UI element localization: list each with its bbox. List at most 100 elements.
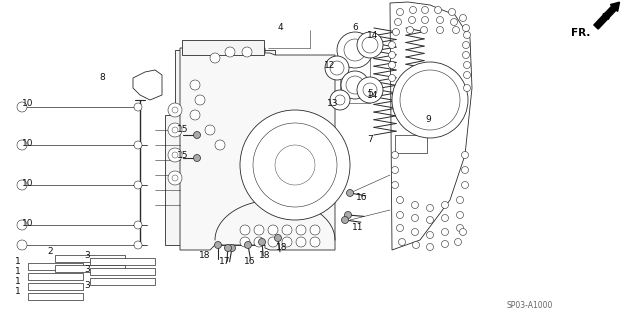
Circle shape (413, 241, 419, 249)
Circle shape (296, 237, 306, 247)
Circle shape (461, 167, 468, 174)
Circle shape (17, 180, 27, 190)
Circle shape (346, 76, 364, 94)
Circle shape (244, 241, 252, 249)
Circle shape (215, 140, 225, 150)
Text: 7: 7 (367, 136, 373, 145)
Circle shape (463, 71, 470, 78)
Circle shape (282, 225, 292, 235)
Circle shape (442, 214, 449, 221)
Circle shape (452, 26, 460, 33)
Text: 16: 16 (244, 257, 256, 266)
FancyArrow shape (594, 2, 620, 29)
Text: 10: 10 (22, 179, 34, 188)
Circle shape (242, 47, 252, 57)
Polygon shape (133, 70, 162, 100)
Circle shape (205, 125, 215, 135)
Circle shape (412, 228, 419, 235)
Circle shape (451, 19, 458, 26)
Circle shape (325, 56, 349, 80)
Circle shape (463, 51, 470, 58)
Bar (395, 135, 427, 153)
Circle shape (337, 32, 373, 68)
Circle shape (17, 102, 27, 112)
Circle shape (134, 241, 142, 249)
Circle shape (463, 25, 470, 32)
Circle shape (254, 237, 264, 247)
Circle shape (454, 239, 461, 246)
Circle shape (341, 71, 369, 99)
Text: 1: 1 (15, 257, 21, 266)
Circle shape (190, 110, 200, 120)
Circle shape (392, 182, 399, 189)
Circle shape (397, 9, 403, 16)
Circle shape (172, 127, 178, 133)
Bar (175, 50, 275, 115)
Circle shape (357, 32, 383, 58)
Circle shape (282, 237, 292, 247)
Text: 3: 3 (84, 280, 90, 290)
Circle shape (388, 75, 396, 81)
Text: 1: 1 (15, 268, 21, 277)
Circle shape (296, 225, 306, 235)
Bar (55, 255, 125, 262)
Bar (28, 293, 83, 300)
Circle shape (268, 225, 278, 235)
Circle shape (463, 62, 470, 69)
Circle shape (268, 237, 278, 247)
Text: 5: 5 (367, 88, 373, 98)
Circle shape (168, 123, 182, 137)
Circle shape (456, 197, 463, 204)
Circle shape (463, 85, 470, 92)
Circle shape (240, 237, 250, 247)
Circle shape (253, 123, 337, 207)
Circle shape (168, 148, 182, 162)
Text: 14: 14 (367, 31, 379, 40)
Circle shape (435, 6, 442, 13)
Circle shape (408, 17, 415, 24)
Bar (28, 283, 83, 290)
Bar (90, 278, 155, 285)
Text: 2: 2 (47, 248, 53, 256)
Circle shape (461, 152, 468, 159)
Text: 13: 13 (327, 99, 339, 108)
Circle shape (392, 152, 399, 159)
Circle shape (397, 211, 403, 219)
Circle shape (397, 197, 403, 204)
Circle shape (172, 152, 178, 158)
Text: 4: 4 (277, 24, 283, 33)
Circle shape (412, 214, 419, 221)
Circle shape (195, 95, 205, 105)
Circle shape (460, 14, 467, 21)
Circle shape (442, 228, 449, 235)
Bar (340, 48, 370, 103)
Circle shape (363, 83, 377, 97)
Circle shape (357, 77, 383, 103)
Circle shape (259, 239, 266, 246)
Circle shape (225, 47, 235, 57)
Circle shape (344, 211, 351, 219)
Circle shape (346, 189, 353, 197)
Circle shape (193, 131, 200, 138)
Circle shape (426, 243, 433, 250)
Circle shape (392, 62, 468, 138)
Text: 18: 18 (259, 250, 271, 259)
Circle shape (344, 39, 366, 61)
Circle shape (17, 140, 27, 150)
Bar (28, 273, 83, 280)
Circle shape (461, 182, 468, 189)
Bar (90, 258, 155, 265)
Text: 10: 10 (22, 138, 34, 147)
Circle shape (388, 51, 396, 58)
Circle shape (193, 154, 200, 161)
Circle shape (342, 217, 349, 224)
Text: 1: 1 (15, 287, 21, 296)
Circle shape (442, 202, 449, 209)
Circle shape (210, 53, 220, 63)
Circle shape (436, 17, 444, 24)
Circle shape (412, 202, 419, 209)
Text: 15: 15 (177, 125, 189, 135)
Circle shape (422, 17, 429, 24)
Text: 6: 6 (352, 24, 358, 33)
Circle shape (335, 95, 345, 105)
